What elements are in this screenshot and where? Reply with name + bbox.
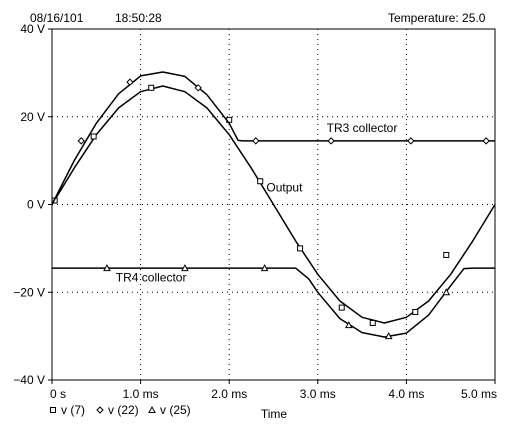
marker-triangle: [344, 321, 353, 329]
marker-diamond: [96, 406, 104, 414]
marker-square: [412, 308, 419, 315]
marker-square: [148, 84, 155, 91]
marker-square: [338, 304, 345, 311]
y-tick-label: 0 V: [27, 198, 45, 212]
series-line: [51, 85, 496, 324]
marker-triangle: [260, 264, 269, 272]
x-tick-label: 3.0 ms: [300, 387, 336, 401]
marker-triangle: [384, 332, 393, 340]
x-tick-label: 1.0 ms: [123, 387, 159, 401]
series-1: [51, 84, 496, 326]
marker-diamond: [482, 137, 490, 145]
y-tick-label: 20 V: [20, 110, 45, 124]
y-tick-label: −20 V: [13, 285, 45, 299]
series-line: [51, 71, 495, 205]
y-tick-label: −40 V: [13, 373, 45, 387]
annotation-label: Output: [266, 180, 303, 194]
header-date: 08/16/101: [30, 11, 84, 25]
x-tick-label: 4.0 ms: [388, 387, 424, 401]
x-tick-label: 2.0 ms: [211, 387, 247, 401]
annotation-label: TR4 collector: [116, 270, 187, 284]
marker-diamond: [327, 137, 335, 145]
marker-square: [443, 251, 450, 258]
series-2: [51, 71, 495, 205]
legend-entry: v (22): [108, 403, 139, 417]
marker-triangle: [148, 405, 156, 413]
legend-entry: v (25): [160, 403, 191, 417]
series-line: [52, 267, 495, 338]
marker-triangle: [181, 264, 189, 272]
header-time: 18:50:28: [115, 11, 162, 25]
marker-diamond: [126, 78, 134, 86]
annotation-label: TR3 collector: [327, 121, 398, 135]
marker-square: [297, 245, 304, 252]
marker-triangle: [103, 264, 111, 272]
marker-square: [50, 407, 56, 413]
marker-square: [257, 178, 264, 185]
series-group: [51, 71, 496, 340]
x-axis-label: Time: [261, 407, 288, 421]
header-temperature: Temperature: 25.0: [388, 11, 486, 25]
marker-diamond: [77, 137, 85, 145]
y-tick-label: 40 V: [20, 22, 45, 36]
grid: [52, 29, 495, 380]
marker-triangle: [442, 288, 451, 296]
marker-square: [90, 133, 97, 140]
marker-diamond: [407, 137, 415, 145]
annotations: TR3 collector Output TR4 collector: [116, 121, 398, 284]
legend-entry: v (7): [61, 403, 85, 417]
marker-diamond: [252, 137, 260, 145]
marker-diamond: [194, 84, 202, 92]
legend: v (7) v (22) v (25): [50, 403, 191, 417]
ticks: 0 s 1.0 ms 2.0 ms 3.0 ms 4.0 ms 5.0 ms 40 V 20 …: [13, 22, 497, 401]
marker-square: [369, 319, 376, 326]
x-tick-label: 0 s: [50, 387, 66, 401]
x-tick-label: 5.0 ms: [461, 387, 497, 401]
series-3: [52, 264, 495, 340]
